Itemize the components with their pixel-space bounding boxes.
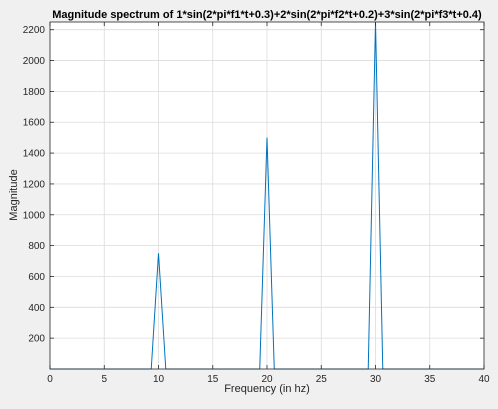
x-tick-label: 40: [478, 374, 490, 385]
x-tick-label: 0: [47, 374, 53, 385]
x-tick-label: 25: [316, 374, 328, 385]
x-tick-label: 15: [207, 374, 219, 385]
y-tick-label: 200: [28, 334, 45, 345]
x-tick-label: 20: [261, 374, 273, 385]
x-tick-label: 35: [424, 374, 436, 385]
y-tick-label: 1200: [23, 179, 46, 190]
y-tick-label: 2200: [23, 25, 46, 36]
y-tick-label: 1800: [23, 87, 46, 98]
x-tick-label: 30: [370, 374, 382, 385]
y-tick-label: 1400: [23, 149, 46, 160]
y-tick-label: 400: [28, 303, 45, 314]
x-tick-label: 10: [153, 374, 165, 385]
x-axis-label: Frequency (in hz): [224, 383, 310, 395]
y-tick-label: 600: [28, 272, 45, 283]
y-tick-label: 2000: [23, 56, 46, 67]
ticks: 0 5 10 15 20 25 30 35 40 200 400 600 800 1000 1200 1400…: [23, 22, 490, 385]
y-tick-label: 800: [28, 241, 45, 252]
x-tick-label: 5: [101, 374, 107, 385]
series-layer: [50, 21, 484, 370]
y-axis-label: Magnitude: [8, 169, 20, 220]
series-line: [50, 21, 484, 370]
y-tick-label: 1000: [23, 210, 46, 221]
y-tick-label: 1600: [23, 118, 46, 129]
chart-title: Magnitude spectrum of 1*sin(2*pi*f1*t+0.…: [52, 9, 482, 21]
